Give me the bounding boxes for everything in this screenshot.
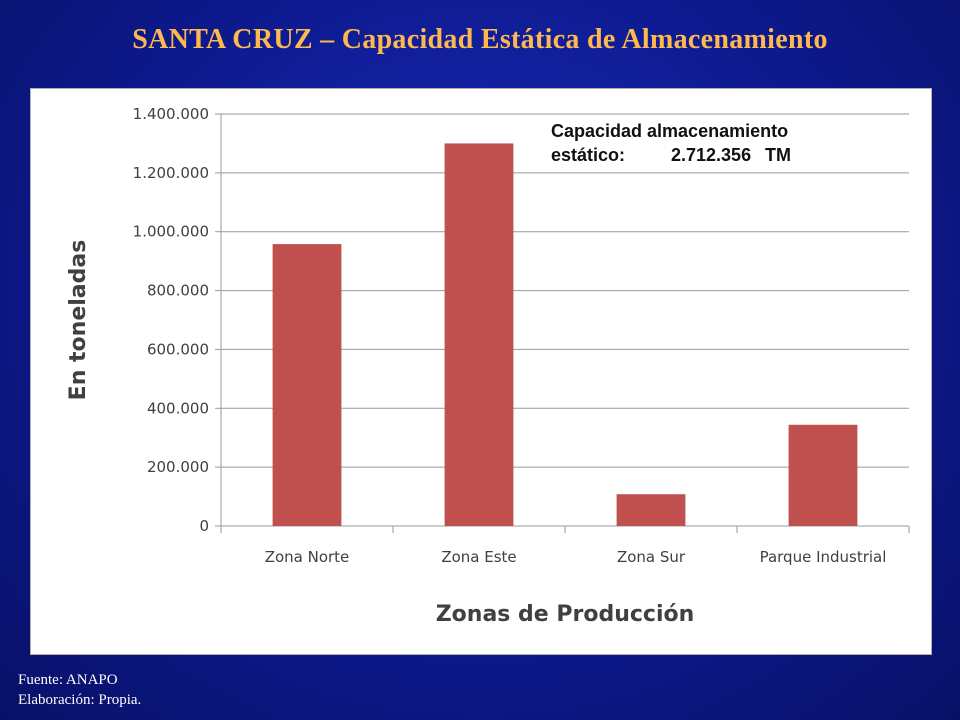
y-tick-label: 1.000.000: [133, 223, 209, 241]
chart-panel: 0 200.000 400.000 600.000 800.000 1.000.000 1.…: [30, 88, 932, 655]
annotation-line2: estático: 2.712.356 TM: [551, 143, 911, 167]
y-axis-title: En toneladas: [66, 240, 91, 401]
bar-chart: 0 200.000 400.000 600.000 800.000 1.000.000 1.…: [66, 105, 910, 627]
y-tick-label: 200.000: [147, 458, 209, 476]
y-tick-label: 1.400.000: [133, 105, 209, 123]
bar: [788, 424, 858, 526]
x-category-label: Zona Sur: [617, 548, 686, 566]
y-tick-label: 1.200.000: [133, 164, 209, 182]
bar: [272, 244, 342, 526]
x-axis-title: Zonas de Producción: [436, 602, 695, 627]
slide-title: SANTA CRUZ – Capacidad Estática de Almac…: [132, 24, 828, 55]
bar: [616, 494, 686, 526]
capacity-annotation: Capacidad almacenamiento estático: 2.712.…: [551, 119, 911, 167]
source-note: Fuente: ANAPO: [18, 672, 118, 688]
bar: [444, 143, 514, 526]
credit-note: Elaboración: Propia.: [18, 692, 142, 708]
annotation-value: 2.712.356: [671, 145, 752, 165]
x-category-label: Parque Industrial: [760, 548, 887, 566]
annotation-unit: TM: [765, 145, 791, 165]
y-tick-label: 600.000: [147, 340, 209, 358]
footer: Fuente: ANAPO Elaboración: Propia.: [18, 670, 141, 710]
x-category-label: Zona Norte: [265, 548, 350, 566]
y-tick-label: 0: [199, 517, 209, 535]
annotation-label: estático:: [551, 145, 626, 165]
x-category-label: Zona Este: [441, 548, 516, 566]
y-tick-label: 400.000: [147, 399, 209, 417]
annotation-line1: Capacidad almacenamiento: [551, 121, 789, 141]
y-tick-label: 800.000: [147, 282, 209, 300]
